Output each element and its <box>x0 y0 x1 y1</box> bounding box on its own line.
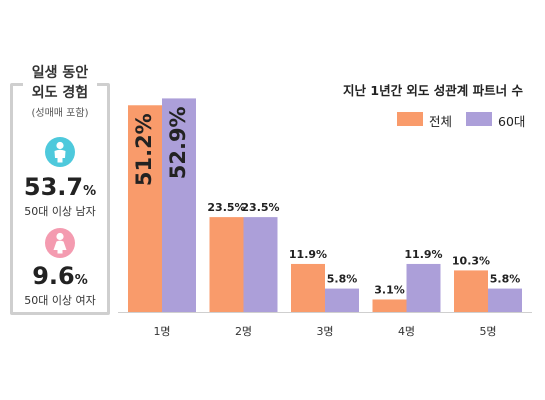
lifetime-affair-panel <box>10 80 110 315</box>
bar-total-2 <box>209 217 244 312</box>
male-person-icon <box>45 137 75 167</box>
data-label-60s-4: 11.9% <box>404 248 442 261</box>
x-tick-label-1: 1명 <box>153 325 170 338</box>
data-label-60s-2: 23.5% <box>241 201 279 214</box>
female-label: 50대 이상 여자 <box>24 294 96 307</box>
chart-title: 지난 1년간 외도 성관계 파트너 수 <box>343 83 523 98</box>
x-tick-label-4: 4명 <box>398 325 415 338</box>
bar-total-3 <box>291 263 325 312</box>
bar-total-1 <box>128 105 162 313</box>
panel-subtitle: (성매매 포함) <box>31 108 89 119</box>
female-percentage: 9.6% <box>32 262 88 290</box>
bar-60s-1 <box>162 98 196 312</box>
bar-60s-5 <box>488 288 522 312</box>
data-label-60s-5: 5.8% <box>490 273 521 286</box>
data-label-total-1: 51.2% <box>132 113 156 186</box>
female-person-icon <box>45 228 75 258</box>
bar-60s-3 <box>325 288 359 312</box>
data-label-total-5: 10.3% <box>452 254 490 267</box>
data-label-60s-3: 5.8% <box>327 273 358 286</box>
legend-label-60s: 60대 <box>498 114 526 129</box>
panel-title-line1: 일생 동안 <box>31 65 89 81</box>
legend-label-total: 전체 <box>429 114 453 129</box>
bar-total-4 <box>372 299 407 312</box>
x-tick-label-5: 5명 <box>479 325 496 338</box>
male-percentage: 53.7% <box>23 173 97 201</box>
male-label: 50대 이상 남자 <box>24 205 96 218</box>
x-tick-label-3: 3명 <box>316 325 333 338</box>
data-label-60s-1: 52.9% <box>166 106 190 179</box>
legend-swatch-total <box>397 112 423 126</box>
bar-60s-2 <box>243 217 278 312</box>
data-label-total-2: 23.5% <box>207 201 245 214</box>
bar-total-5 <box>454 270 488 312</box>
data-label-total-3: 11.9% <box>289 248 327 261</box>
panel-title-line2: 외도 경험 <box>31 85 89 101</box>
bar-60s-4 <box>406 263 441 312</box>
x-tick-label-2: 2명 <box>235 325 252 338</box>
legend-swatch-60s <box>466 112 492 126</box>
data-label-total-4: 3.1% <box>374 283 405 296</box>
